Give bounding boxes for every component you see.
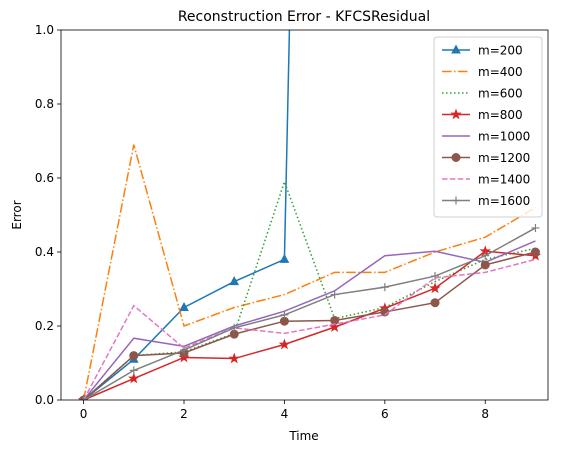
legend-label: m=1200	[478, 151, 530, 165]
marker	[128, 372, 140, 384]
marker	[481, 251, 490, 260]
marker	[531, 223, 540, 232]
legend-label: m=600	[478, 87, 523, 101]
marker	[451, 44, 461, 54]
legend: m=200 m=400 m=600 m=800 m=1000 m=1200 m=1400 m=…	[433, 36, 543, 218]
marker	[380, 283, 389, 292]
marker	[228, 352, 240, 364]
y-tick-label: 0.6	[35, 171, 54, 185]
marker	[79, 396, 88, 400]
marker	[530, 247, 540, 257]
marker	[429, 282, 441, 294]
legend-frame	[433, 36, 543, 218]
marker	[480, 260, 490, 270]
marker	[328, 321, 341, 332]
chart-title: Reconstruction Error - KFCSResidual	[178, 9, 430, 25]
marker	[279, 253, 290, 263]
series-line	[83, 251, 536, 400]
x-axis-label: Time	[288, 429, 318, 443]
marker	[278, 338, 291, 350]
y-tick-label: 0.8	[35, 97, 54, 111]
legend-label: m=1600	[478, 194, 530, 208]
x-tick-label: 2	[180, 407, 188, 421]
y-tick-label: 0.2	[35, 319, 54, 333]
legend-label: m=400	[478, 65, 523, 79]
series-line	[83, 250, 536, 400]
marker	[179, 301, 189, 311]
y-tick-label: 0.0	[35, 393, 54, 407]
marker	[180, 346, 189, 355]
x-tick-label: 6	[381, 407, 389, 421]
ticks: 0 2 4 6 8 0.0 0.2 0.4 0.6 0.8 1.0	[35, 23, 489, 421]
y-tick-label: 0.4	[35, 245, 54, 259]
marker	[430, 298, 440, 308]
series-line	[83, 240, 536, 400]
marker	[330, 315, 340, 325]
legend-label: m=1000	[478, 130, 530, 144]
marker	[451, 153, 461, 162]
series-line	[82, 258, 536, 400]
marker	[450, 108, 462, 120]
marker	[129, 351, 139, 361]
marker	[431, 272, 440, 281]
y-tick-label: 1.0	[35, 23, 54, 37]
marker	[452, 196, 460, 205]
legend-label: m=200	[478, 44, 523, 58]
axes-frame	[60, 29, 549, 401]
marker	[230, 323, 239, 332]
x-tick-label: 8	[481, 407, 489, 421]
marker	[280, 310, 289, 319]
legend-label: m=1400	[478, 173, 530, 187]
marker	[129, 366, 138, 375]
x-tick-label: 0	[80, 407, 88, 421]
series-line	[82, 144, 536, 400]
x-tick-label: 4	[281, 407, 289, 421]
series-line	[83, 30, 291, 400]
y-axis-label: Error	[10, 200, 24, 229]
series-line	[83, 227, 536, 400]
marker	[330, 290, 339, 299]
plot-lines	[77, 30, 542, 400]
legend-label: m=800	[478, 108, 523, 122]
marker	[229, 276, 240, 286]
